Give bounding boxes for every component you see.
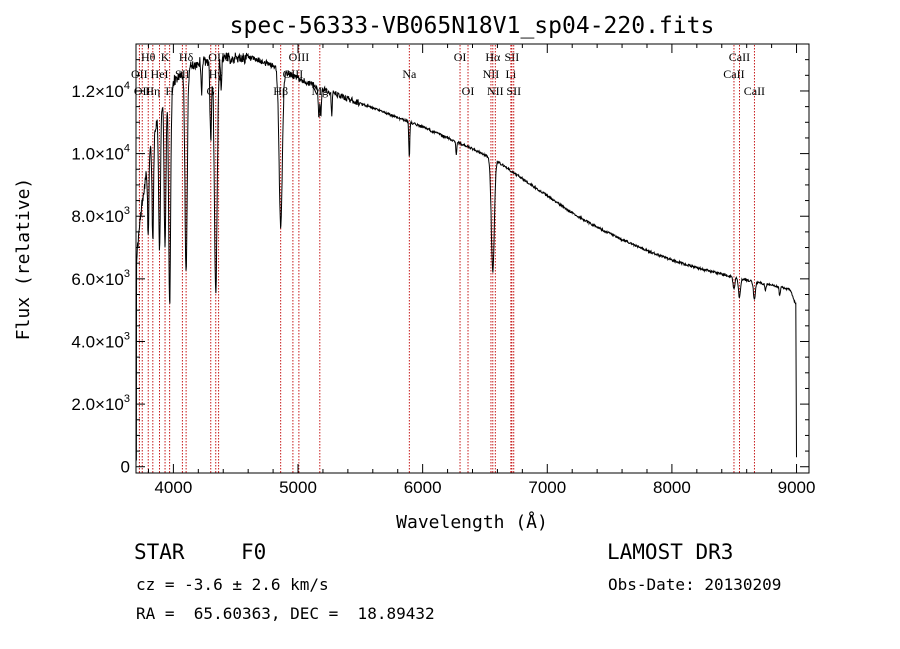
marker-label-9: G	[206, 84, 215, 98]
marker-label-19: NII	[483, 67, 500, 81]
x-axis-ticks: 4000 5000 6000 7000 8000 9000	[147, 44, 816, 497]
marker-label-21: NII	[487, 84, 504, 98]
marker-label-16: Na	[402, 67, 417, 81]
marker-label-0: OII	[131, 67, 148, 81]
y-tick-label-4: 8.0×103	[71, 205, 130, 226]
coordinates-text: RA = 65.60363, DEC = 18.89432	[136, 604, 435, 623]
marker-label-20: Hα	[485, 50, 501, 64]
marker-label-23: SII	[505, 50, 520, 64]
marker-label-6: H	[165, 84, 174, 98]
plot-frame	[135, 43, 810, 474]
marker-label-17: OI	[454, 50, 467, 64]
marker-label-2: Hθ	[141, 50, 156, 64]
y-tick-label-3: 6.0×103	[71, 268, 130, 289]
marker-label-12: Hβ	[273, 84, 288, 98]
marker-label-4: HeI	[151, 67, 169, 81]
marker-label-24: SII	[506, 84, 521, 98]
marker-label-8: Hδ	[179, 50, 194, 64]
x-tick-label-2: 6000	[404, 478, 442, 497]
marker-label-3: Hη	[145, 84, 160, 98]
survey-name: LAMOST DR3	[607, 540, 734, 564]
marker-label-27: CaII	[744, 84, 765, 98]
y-tick-label-2: 4.0×103	[71, 330, 130, 351]
x-tick-label-1: 5000	[279, 478, 317, 497]
y-tick-label-0: 0	[121, 458, 130, 477]
marker-label-5: K	[161, 50, 170, 64]
marker-label-10: Hγ	[209, 67, 224, 81]
x-tick-label-5: 9000	[778, 478, 816, 497]
marker-label-22: Li	[506, 67, 517, 81]
chart-title: spec-56333-VB065N18V1_sp04-220.fits	[230, 13, 715, 39]
obs-date-text: Obs-Date: 20130209	[608, 575, 782, 594]
y-tick-label-6: 1.2×104	[71, 80, 130, 101]
x-tick-label-0: 4000	[154, 478, 192, 497]
marker-label-26: CaII	[729, 50, 750, 64]
spectrum-series	[135, 52, 797, 461]
y-tick-label-1: 2.0×103	[71, 393, 130, 414]
y-tick-label-5: 1.0×104	[71, 143, 130, 164]
redshift-text: cz = -3.6 ± 2.6 km/s	[136, 575, 329, 594]
marker-label-18: OI	[462, 84, 475, 98]
x-tick-label-3: 7000	[528, 478, 566, 497]
object-subclass: F0	[241, 540, 267, 564]
marker-label-14: OIII	[289, 50, 310, 64]
x-tick-label-4: 8000	[653, 478, 691, 497]
spectrum-line	[135, 52, 797, 461]
x-axis-label: Wavelength (Å)	[396, 511, 548, 533]
y-axis-ticks: 0 2.0×103 4.0×103 6.0×103 8.0×103 1.0×104 1.2×…	[71, 59, 809, 477]
object-class: STAR	[134, 540, 185, 564]
marker-label-25: CaII	[723, 67, 744, 81]
y-axis-label: Flux (relative)	[13, 178, 34, 341]
